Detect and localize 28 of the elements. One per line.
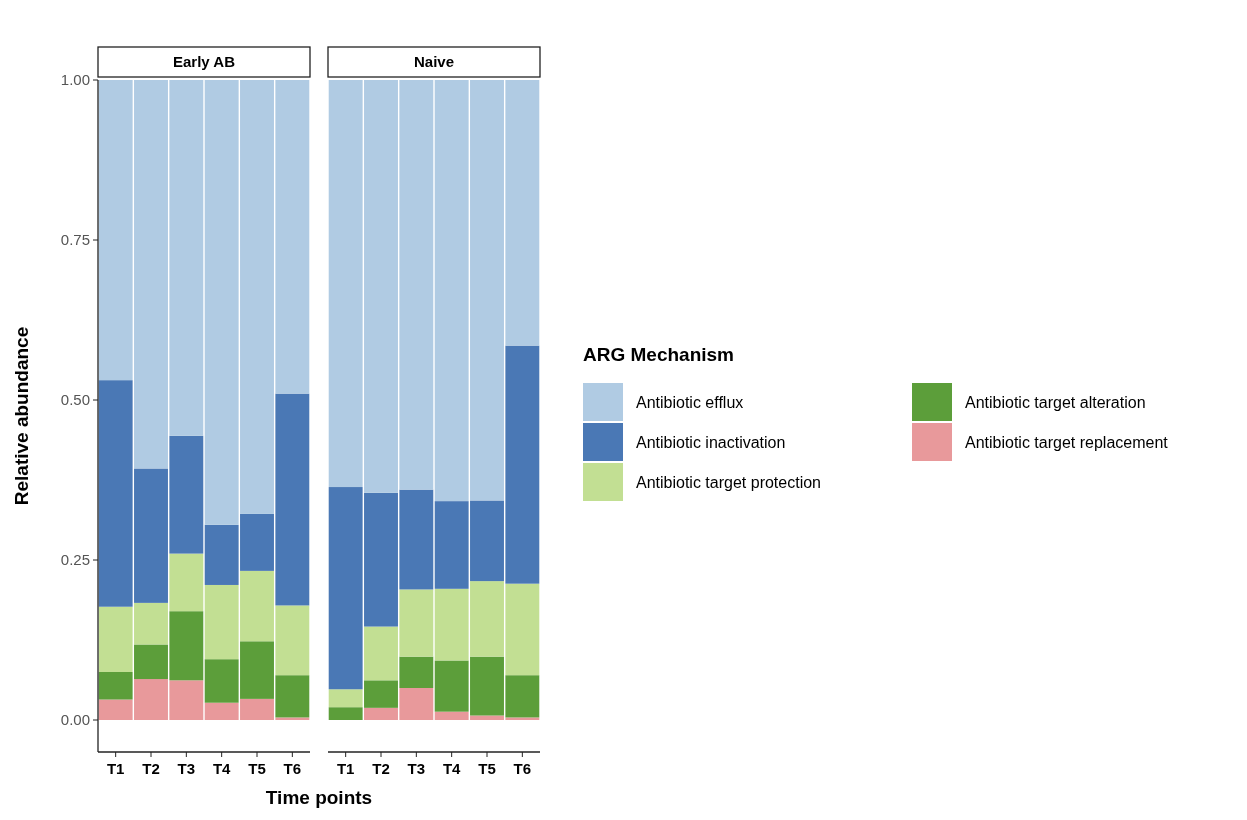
y-tick-label: 0.25 [60, 551, 90, 568]
x-tick-label: T6 [513, 760, 532, 777]
chart-title: Naive [413, 53, 455, 70]
y-tick-label: 1.00 [60, 71, 90, 88]
x-tick-label: T1 [106, 760, 125, 777]
x-tick-label: T3 [407, 760, 426, 777]
x-axis-title: Time points [265, 787, 373, 808]
x-tick-label: T2 [372, 760, 390, 777]
legend-label: Antibiotic target protection [636, 474, 821, 491]
y-tick-label: 0.00 [60, 711, 90, 728]
x-tick-label: T5 [248, 760, 266, 777]
legend-label: Antibiotic inactivation [636, 434, 786, 451]
legend-title: ARG Mechanism [583, 344, 734, 365]
y-tick-label: 0.75 [60, 231, 90, 248]
x-tick-label: T6 [283, 760, 302, 777]
x-tick-label: T1 [336, 760, 355, 777]
legend-label: Antibiotic target alteration [965, 394, 1146, 411]
legend-label: Antibiotic efflux [636, 394, 744, 411]
bar [328, 689, 363, 708]
legend-label: Antibiotic target replacement [965, 434, 1169, 451]
x-tick-label: T3 [177, 760, 196, 777]
x-tick-label: T4 [212, 760, 232, 777]
y-axis-title: Relative abundance [11, 326, 32, 506]
x-tick-label: T2 [142, 760, 160, 777]
x-tick-label: T4 [442, 760, 462, 777]
x-tick-label: T5 [478, 760, 496, 777]
y-tick-label: 0.50 [60, 391, 90, 408]
chart-title: Early AB [173, 53, 236, 70]
